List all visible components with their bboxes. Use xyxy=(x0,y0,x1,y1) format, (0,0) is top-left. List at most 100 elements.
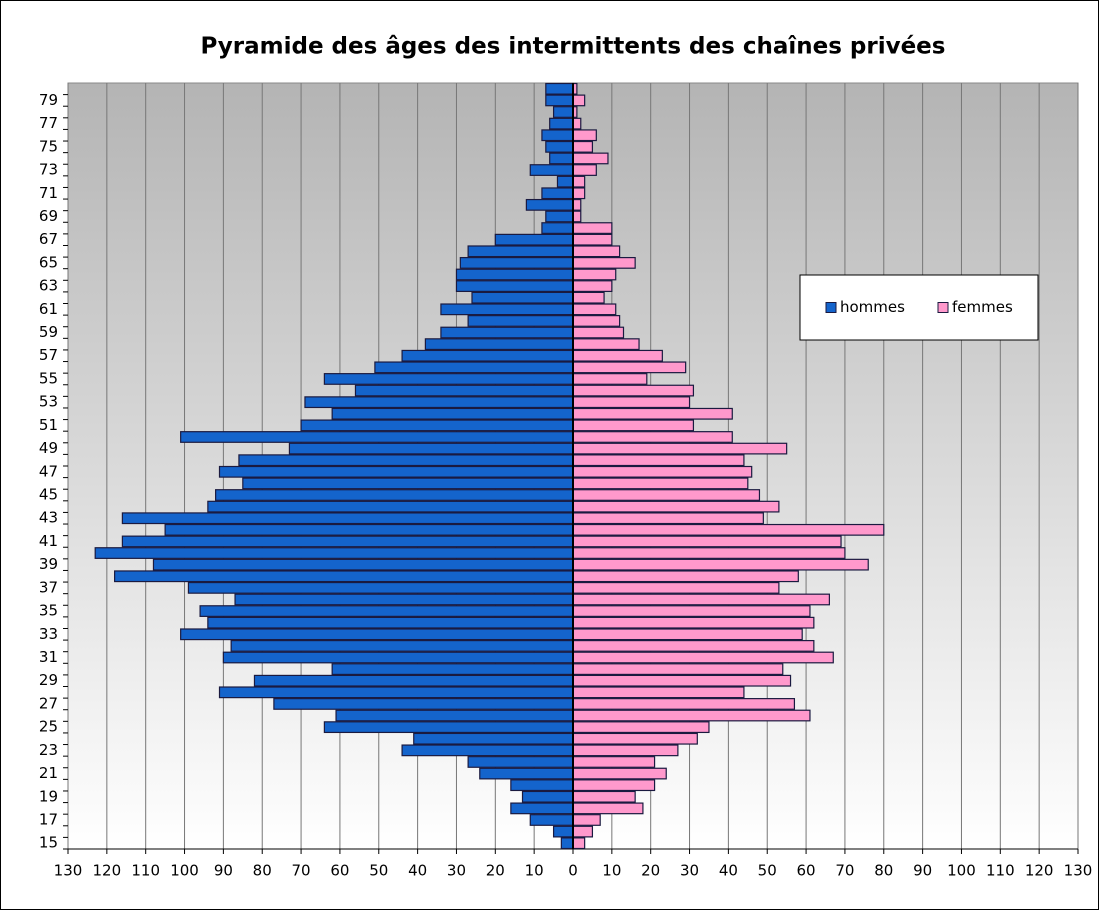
bar xyxy=(572,802,644,815)
bar xyxy=(510,779,574,792)
bar xyxy=(273,698,574,710)
bar xyxy=(467,756,574,768)
bar xyxy=(572,268,617,281)
y-tick-label: 61 xyxy=(39,300,58,318)
bar xyxy=(471,291,574,304)
y-tick-label: 25 xyxy=(39,718,58,736)
bar xyxy=(572,698,796,710)
bar xyxy=(121,512,574,525)
bar xyxy=(152,558,574,571)
bar xyxy=(354,384,574,397)
y-tick-label: 53 xyxy=(39,393,58,411)
bar xyxy=(374,361,574,374)
x-tick-label: 40 xyxy=(408,862,427,880)
bar xyxy=(114,570,574,583)
bar xyxy=(242,477,574,490)
bar xyxy=(331,407,574,420)
bar xyxy=(187,581,574,594)
x-tick-label: 80 xyxy=(253,862,272,880)
bar xyxy=(560,837,574,850)
bar xyxy=(304,396,574,409)
bar xyxy=(572,790,636,803)
y-tick-label: 65 xyxy=(39,253,58,271)
bar xyxy=(572,523,885,536)
y-tick-label: 19 xyxy=(39,787,58,805)
y-tick-label: 15 xyxy=(39,834,58,852)
bar xyxy=(180,431,574,443)
bar xyxy=(572,477,749,490)
y-tick-label: 75 xyxy=(39,137,58,155)
y-tick-label: 43 xyxy=(39,509,58,527)
x-tick-label: 60 xyxy=(330,862,349,880)
bar xyxy=(459,256,574,269)
bar xyxy=(541,222,574,234)
bar xyxy=(572,407,733,420)
bar xyxy=(572,326,625,339)
bar xyxy=(199,605,574,617)
bar xyxy=(572,349,663,362)
x-tick-label: 90 xyxy=(913,862,932,880)
y-tick-label: 39 xyxy=(39,555,58,573)
bar xyxy=(572,721,710,734)
x-tick-label: 130 xyxy=(1064,862,1093,880)
x-tick-label: 10 xyxy=(525,862,544,880)
bar xyxy=(207,500,574,513)
bar xyxy=(253,674,574,687)
y-tick-label: 23 xyxy=(39,741,58,759)
bar xyxy=(541,187,574,200)
bar xyxy=(467,315,574,327)
y-tick-label: 27 xyxy=(39,694,58,712)
bar xyxy=(572,256,636,269)
bar xyxy=(572,280,613,293)
bar xyxy=(572,187,586,200)
bar xyxy=(572,419,695,432)
bar xyxy=(572,581,780,594)
bar xyxy=(572,431,733,443)
bar xyxy=(413,732,574,745)
bar xyxy=(572,709,811,722)
y-tick-label: 71 xyxy=(39,184,58,202)
bar xyxy=(424,338,574,351)
x-tick-label: 120 xyxy=(1025,862,1054,880)
bar xyxy=(218,465,574,478)
y-tick-label: 59 xyxy=(39,323,58,341)
bar xyxy=(164,523,574,536)
bar xyxy=(572,593,830,606)
bar xyxy=(401,744,574,757)
bar xyxy=(572,825,594,838)
bar xyxy=(572,373,648,385)
bar xyxy=(572,465,753,478)
y-tick-label: 67 xyxy=(39,230,58,248)
bar xyxy=(455,268,574,281)
y-tick-label: 63 xyxy=(39,277,58,295)
bar xyxy=(572,512,764,525)
bar xyxy=(300,419,574,432)
bar xyxy=(572,639,815,652)
x-tick-label: 70 xyxy=(292,862,311,880)
y-tick-label: 33 xyxy=(39,625,58,643)
x-tick-label: 70 xyxy=(835,862,854,880)
bar xyxy=(572,303,617,316)
bar xyxy=(572,500,780,513)
bar xyxy=(572,489,761,501)
bar xyxy=(572,837,586,850)
y-tick-label: 49 xyxy=(39,439,58,457)
x-tick-label: 60 xyxy=(797,862,816,880)
bar xyxy=(545,210,574,223)
x-tick-label: 110 xyxy=(131,862,160,880)
bar xyxy=(323,721,574,734)
bar xyxy=(230,639,574,652)
bar xyxy=(572,222,613,234)
bar xyxy=(121,535,574,548)
bar xyxy=(572,291,605,304)
bar xyxy=(572,164,597,176)
bar xyxy=(572,140,594,153)
bar xyxy=(401,349,574,362)
legend-swatch xyxy=(825,302,837,313)
bar xyxy=(572,651,834,664)
y-tick-label: 29 xyxy=(39,671,58,689)
y-tick-label: 35 xyxy=(39,602,58,620)
y-tick-label: 79 xyxy=(39,91,58,109)
bar xyxy=(572,674,792,687)
